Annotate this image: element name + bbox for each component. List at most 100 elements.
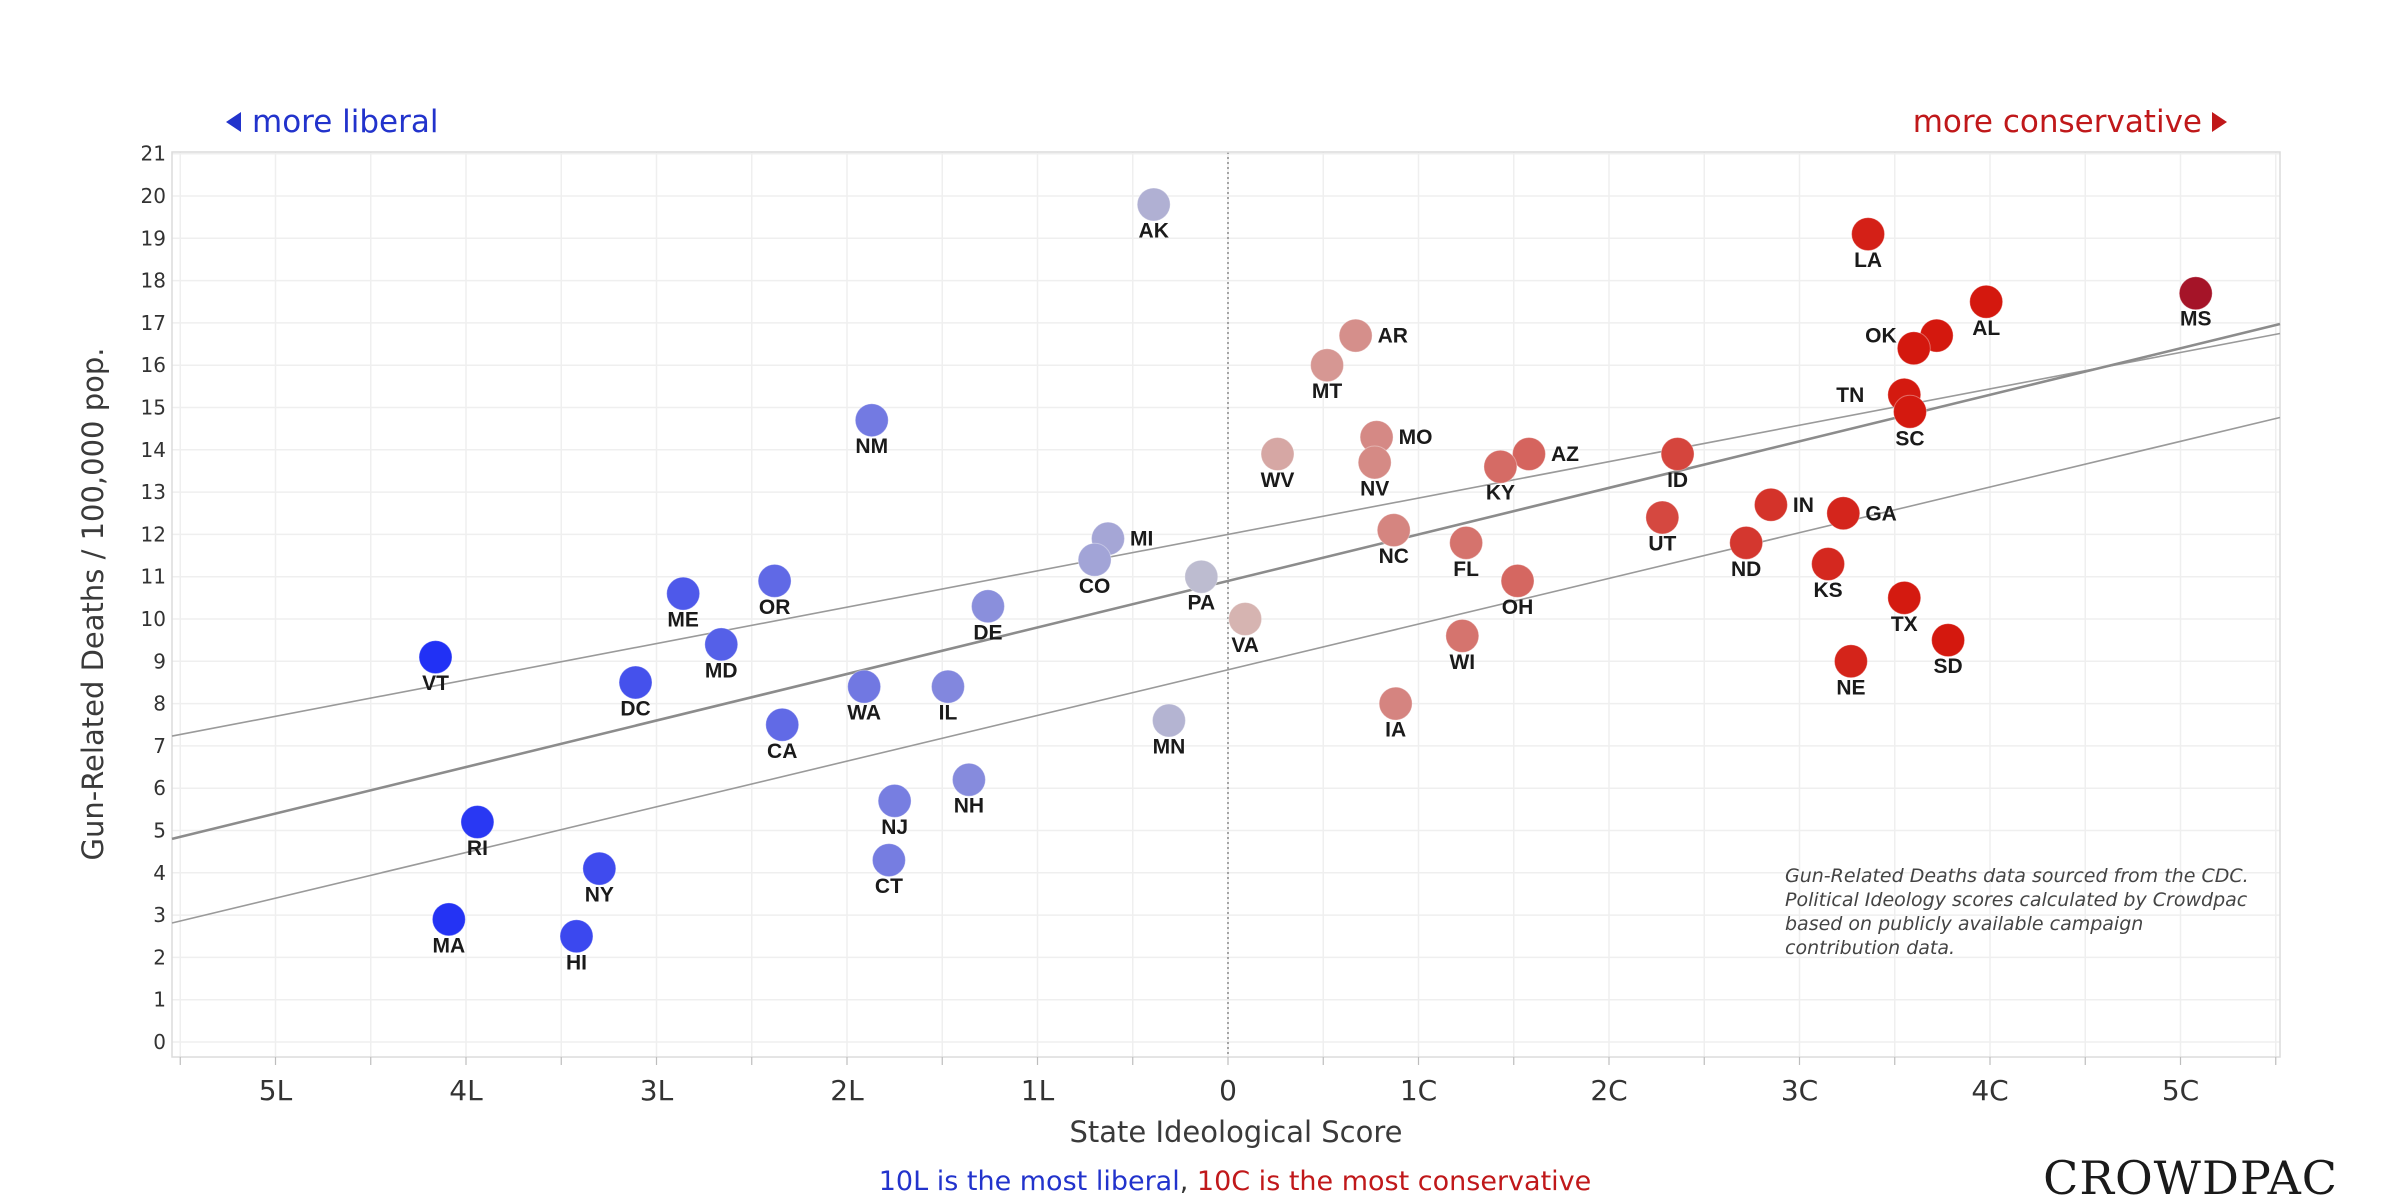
data-point-il bbox=[930, 669, 965, 704]
crowdpac-logo: CROWDPAC bbox=[2043, 1151, 2338, 1200]
x-tick-label: 4C bbox=[1971, 1074, 2008, 1107]
x-tick-label: 3C bbox=[1781, 1074, 1818, 1107]
plot-frame bbox=[171, 151, 2281, 1058]
point-label-ny: NY bbox=[585, 884, 614, 907]
data-point-ks bbox=[1811, 547, 1846, 582]
point-label-hi: HI bbox=[566, 951, 587, 974]
data-point-ia bbox=[1378, 686, 1413, 721]
point-label-ok: OK bbox=[1865, 325, 1897, 348]
data-point-nh bbox=[951, 762, 986, 797]
point-label-vt: VT bbox=[422, 672, 449, 695]
point-label-oh: OH bbox=[1502, 596, 1534, 619]
point-label-ky: KY bbox=[1486, 482, 1515, 505]
footnote-separator: , bbox=[1180, 1166, 1189, 1197]
point-label-in: IN bbox=[1793, 494, 1814, 517]
y-tick-label: 8 bbox=[153, 692, 166, 716]
y-tick-label: 15 bbox=[141, 396, 166, 420]
data-point-ma bbox=[431, 902, 466, 937]
point-label-ma: MA bbox=[433, 934, 466, 957]
data-point-ut bbox=[1645, 500, 1680, 535]
y-tick-label: 21 bbox=[141, 142, 166, 166]
point-label-ga: GA bbox=[1865, 502, 1897, 525]
y-axis-label: Gun-Related Deaths / 100,000 pop. bbox=[76, 348, 110, 861]
data-point-ct bbox=[871, 843, 906, 878]
y-tick-label: 17 bbox=[141, 311, 166, 335]
data-point-md bbox=[704, 627, 739, 662]
x-tick-label: 5C bbox=[2162, 1074, 2199, 1107]
point-label-wv: WV bbox=[1261, 469, 1295, 492]
point-label-dc: DC bbox=[620, 697, 650, 720]
data-point-ga bbox=[1826, 496, 1861, 531]
data-point-ca bbox=[765, 707, 800, 742]
x-tick-label: 3L bbox=[640, 1074, 674, 1107]
point-label-va: VA bbox=[1231, 634, 1259, 657]
data-point-ok2 bbox=[1896, 331, 1931, 366]
data-point-or bbox=[757, 563, 792, 598]
data-point-vt bbox=[418, 640, 453, 675]
point-label-wa: WA bbox=[847, 702, 881, 725]
y-tick-label: 19 bbox=[141, 226, 166, 250]
trend-line bbox=[171, 322, 2281, 841]
point-label-nd: ND bbox=[1731, 558, 1761, 581]
data-point-sd bbox=[1931, 623, 1966, 658]
point-label-or: OR bbox=[759, 596, 791, 619]
point-label-de: DE bbox=[973, 621, 1002, 644]
source-note-line-1: Gun-Related Deaths data sourced from the… bbox=[1785, 865, 2249, 887]
conservative-label: more conservative bbox=[1913, 104, 2202, 140]
point-label-pa: PA bbox=[1188, 592, 1216, 615]
source-note-line-2: Political Ideology scores calculated by … bbox=[1785, 889, 2248, 911]
y-tick-label: 7 bbox=[153, 734, 166, 758]
footnote-conservative: 10C is the most conservative bbox=[1188, 1166, 1591, 1197]
data-point-dc bbox=[618, 665, 653, 700]
x-tick-label: 0 bbox=[1219, 1074, 1237, 1107]
confidence-lower-line bbox=[171, 416, 2281, 924]
point-label-fl: FL bbox=[1453, 558, 1479, 581]
data-point-al bbox=[1969, 284, 2004, 319]
point-label-ms: MS bbox=[2180, 307, 2212, 330]
x-tick-label: 2C bbox=[1590, 1074, 1627, 1107]
trend-lines bbox=[171, 322, 2281, 924]
footnote-liberal: 10L is the most liberal bbox=[879, 1166, 1180, 1197]
data-point-ny bbox=[582, 851, 617, 886]
x-tick-label: 4L bbox=[449, 1074, 483, 1107]
x-tick-label: 1L bbox=[1021, 1074, 1055, 1107]
point-label-nj: NJ bbox=[881, 816, 908, 839]
point-label-nm: NM bbox=[855, 435, 888, 458]
x-tick-label: 2L bbox=[830, 1074, 864, 1107]
x-tick-label: 5L bbox=[259, 1074, 293, 1107]
data-point-co bbox=[1077, 542, 1112, 577]
point-label-me: ME bbox=[667, 609, 699, 632]
data-point-ri bbox=[460, 805, 495, 840]
y-tick-label: 20 bbox=[141, 184, 166, 208]
y-tick-label: 12 bbox=[141, 522, 166, 546]
data-point-ar bbox=[1338, 318, 1373, 353]
point-label-tn: TN bbox=[1836, 384, 1864, 407]
y-tick-label: 6 bbox=[153, 776, 166, 800]
source-note-line-4: contribution data. bbox=[1785, 937, 1955, 959]
data-point-in bbox=[1753, 487, 1788, 522]
left-arrow-icon bbox=[226, 112, 241, 132]
point-label-il: IL bbox=[939, 702, 958, 725]
point-label-mt: MT bbox=[1312, 380, 1342, 403]
y-tick-label: 2 bbox=[153, 945, 166, 969]
y-tick-label: 16 bbox=[141, 353, 166, 377]
y-tick-label: 4 bbox=[153, 861, 166, 885]
point-label-wi: WI bbox=[1449, 651, 1475, 674]
point-label-sc: SC bbox=[1895, 428, 1924, 451]
data-point-fl bbox=[1449, 525, 1484, 560]
point-label-ks: KS bbox=[1813, 579, 1842, 602]
point-label-ak: AK bbox=[1139, 219, 1169, 242]
x-tick-label: 1C bbox=[1400, 1074, 1437, 1107]
point-label-ri: RI bbox=[467, 837, 488, 860]
liberal-label: more liberal bbox=[252, 104, 438, 140]
point-label-la: LA bbox=[1854, 249, 1882, 272]
liberal-direction: more liberal bbox=[226, 104, 438, 140]
data-point-nj bbox=[877, 783, 912, 818]
point-label-nh: NH bbox=[954, 795, 984, 818]
data-point-mt bbox=[1310, 348, 1345, 383]
point-label-md: MD bbox=[705, 659, 738, 682]
point-labels: AK LA MS AL AR OK MT TN SC NM MO WV ID AZ NV KY IN GA UT NC… bbox=[422, 219, 2211, 974]
y-tick-label: 18 bbox=[141, 269, 166, 293]
point-label-az: AZ bbox=[1551, 443, 1579, 466]
